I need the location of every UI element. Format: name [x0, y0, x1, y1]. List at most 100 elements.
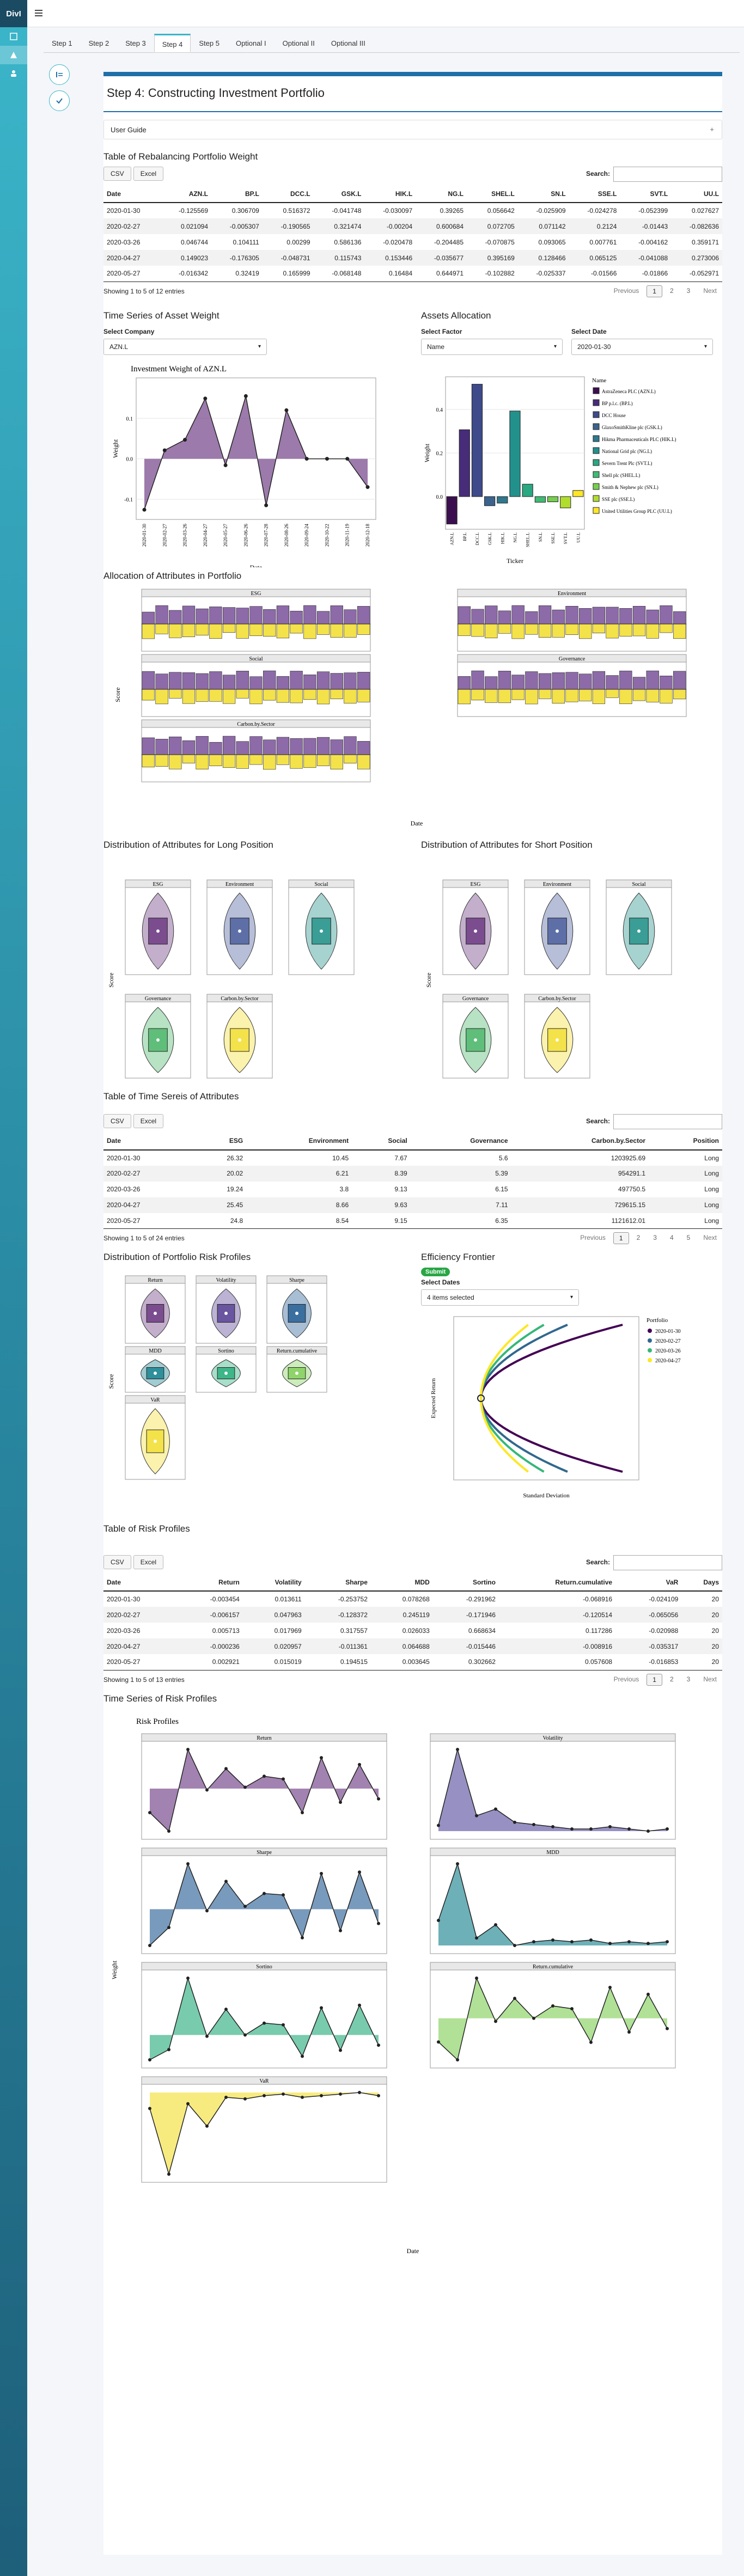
column-header[interactable]: Return.cumulative: [498, 1574, 616, 1592]
company-select[interactable]: AZN.L ▾: [103, 338, 267, 355]
page-link[interactable]: 2: [636, 1234, 641, 1241]
column-header[interactable]: ESG: [194, 1132, 247, 1151]
company-label: Select Company: [103, 327, 155, 335]
tab-step-1[interactable]: Step 1: [52, 39, 72, 47]
tab-step-3[interactable]: Step 3: [125, 39, 146, 47]
table-row[interactable]: 2020-05-27 24.8 8.54 9.15 6.35 1121612.01 Long: [103, 1213, 722, 1229]
menu-toggle-icon[interactable]: [34, 8, 45, 19]
column-header[interactable]: Environment: [246, 1132, 352, 1151]
excel-button[interactable]: Excel: [133, 1555, 164, 1569]
column-header[interactable]: SSE.L: [569, 185, 620, 203]
page-link[interactable]: 3: [653, 1234, 657, 1241]
tab-step-2[interactable]: Step 2: [88, 39, 109, 47]
column-header[interactable]: Carbon.by.Sector: [511, 1132, 649, 1151]
search-input[interactable]: [613, 167, 722, 182]
column-header[interactable]: SHEL.L: [467, 185, 518, 203]
table-row[interactable]: 2020-01-30 -0.003454 0.013611 -0.253752 0.07…: [103, 1591, 722, 1607]
csv-button[interactable]: CSV: [103, 167, 131, 181]
table-row[interactable]: 2020-04-27 -0.000236 0.020957 -0.011361 0.06…: [103, 1638, 722, 1654]
column-header[interactable]: Governance: [410, 1132, 511, 1151]
table-row[interactable]: 2020-05-27 -0.016342 0.32419 0.165999 -0.068…: [103, 266, 722, 282]
table-row[interactable]: 2020-02-27 0.021094 -0.005307 -0.190565 0.32…: [103, 218, 722, 234]
column-header[interactable]: Return: [176, 1574, 243, 1592]
excel-button[interactable]: Excel: [133, 167, 164, 181]
user-guide-box[interactable]: User Guide +: [103, 120, 722, 139]
table-row[interactable]: 2020-02-27 20.02 6.21 8.39 5.39 954291.1 Long: [103, 1165, 722, 1182]
tab-optional-iii[interactable]: Optional III: [331, 39, 365, 47]
table-cell: 5.6: [498, 1154, 508, 1162]
page-link[interactable]: 2: [669, 1675, 674, 1683]
excel-button[interactable]: Excel: [133, 1113, 164, 1128]
table-cell: 0.002921: [176, 1654, 243, 1671]
page-link[interactable]: 3: [686, 286, 691, 295]
short-distribution-chart: ESG Environment Social Governance Carbon.by.…: [425, 879, 672, 1078]
page-link[interactable]: Previous: [613, 1675, 639, 1683]
page-link[interactable]: Next: [703, 1234, 717, 1241]
column-header[interactable]: BP.L: [211, 185, 263, 203]
column-header[interactable]: DCC.L: [262, 185, 314, 203]
column-header[interactable]: SN.L: [517, 185, 569, 203]
column-header[interactable]: SVT.L: [620, 185, 672, 203]
page-link[interactable]: 1: [647, 1673, 662, 1686]
table-row[interactable]: 2020-02-27 -0.006157 0.047963 -0.128372 0.24…: [103, 1607, 722, 1623]
column-header[interactable]: Sharpe: [304, 1574, 371, 1592]
dates-select[interactable]: 4 items selected ▾: [421, 1289, 579, 1306]
column-header[interactable]: Position: [649, 1132, 722, 1151]
page-link[interactable]: 4: [669, 1234, 674, 1241]
table-row[interactable]: 2020-05-27 0.002921 0.015019 0.194515 0.0036…: [103, 1654, 722, 1671]
legend-label: Severn Trent Plc (SVT.L): [602, 461, 652, 466]
sidebar-chart-icon[interactable]: [0, 46, 27, 64]
column-header[interactable]: AZN.L: [160, 185, 212, 203]
table-row[interactable]: 2020-03-26 0.046744 0.104111 0.00299 0.58613…: [103, 234, 722, 250]
column-header[interactable]: NG.L: [416, 185, 467, 203]
column-header[interactable]: Date: [103, 1132, 194, 1151]
page-link[interactable]: 1: [613, 1232, 629, 1244]
tab-optional-ii[interactable]: Optional II: [282, 39, 315, 47]
submit-badge[interactable]: Submit: [421, 1268, 450, 1276]
data-point: [589, 2040, 593, 2044]
column-header[interactable]: MDD: [370, 1574, 433, 1592]
factor-select[interactable]: Name ▾: [421, 338, 563, 355]
bar: [263, 689, 276, 700]
csv-button[interactable]: CSV: [103, 1113, 131, 1128]
column-header[interactable]: Volatility: [242, 1574, 305, 1592]
page-link[interactable]: 3: [686, 1675, 691, 1683]
column-header[interactable]: Social: [352, 1132, 411, 1151]
sidebar-user-icon[interactable]: [0, 64, 27, 83]
page-link[interactable]: Previous: [580, 1234, 606, 1241]
column-header[interactable]: Date: [103, 185, 161, 203]
page-link[interactable]: 1: [647, 285, 662, 297]
factor-label: Select Factor: [421, 327, 462, 335]
column-header[interactable]: VaR: [615, 1574, 682, 1592]
table-row[interactable]: 2020-04-27 25.45 8.66 9.63 7.11 729615.15 Long: [103, 1197, 722, 1213]
tab-step-4[interactable]: Step 4: [154, 34, 191, 52]
panel-title: ESG: [471, 882, 481, 888]
page-link[interactable]: Next: [703, 1675, 717, 1683]
bar: [646, 609, 659, 624]
page-link[interactable]: Previous: [613, 286, 639, 295]
page-link[interactable]: Next: [703, 286, 717, 295]
column-header[interactable]: GSK.L: [313, 185, 365, 203]
date-select[interactable]: 2020-01-30 ▾: [571, 338, 713, 355]
page-link[interactable]: 5: [686, 1234, 691, 1241]
search-input[interactable]: [613, 1113, 722, 1129]
sidebar-dashboard-icon[interactable]: [0, 27, 27, 46]
csv-button[interactable]: CSV: [103, 1555, 131, 1569]
search-input[interactable]: [613, 1555, 722, 1570]
list-chart-icon[interactable]: [49, 64, 70, 85]
check-icon[interactable]: [49, 90, 70, 111]
column-header[interactable]: UU.L: [671, 185, 722, 203]
table-row[interactable]: 2020-03-26 19.24 3.8 9.13 6.15 497750.5 Long: [103, 1182, 722, 1197]
tab-step-5[interactable]: Step 5: [199, 39, 219, 47]
table-row[interactable]: 2020-03-26 0.005713 0.017969 0.317557 0.0260…: [103, 1623, 722, 1638]
expand-icon[interactable]: +: [710, 125, 714, 133]
table-row[interactable]: 2020-01-30 -0.125569 0.306709 0.516372 -0.04…: [103, 203, 722, 218]
table-row[interactable]: 2020-01-30 26.32 10.45 7.67 5.6 1203925.69 Lon…: [103, 1150, 722, 1166]
column-header[interactable]: Days: [681, 1574, 722, 1592]
page-link[interactable]: 2: [669, 286, 674, 295]
column-header[interactable]: Date: [103, 1574, 177, 1592]
column-header[interactable]: Sortino: [432, 1574, 499, 1592]
tab-optional-i[interactable]: Optional I: [235, 39, 266, 47]
column-header[interactable]: HIK.L: [364, 185, 416, 203]
table-row[interactable]: 2020-04-27 0.149023 -0.176305 -0.048731 0.11…: [103, 250, 722, 266]
